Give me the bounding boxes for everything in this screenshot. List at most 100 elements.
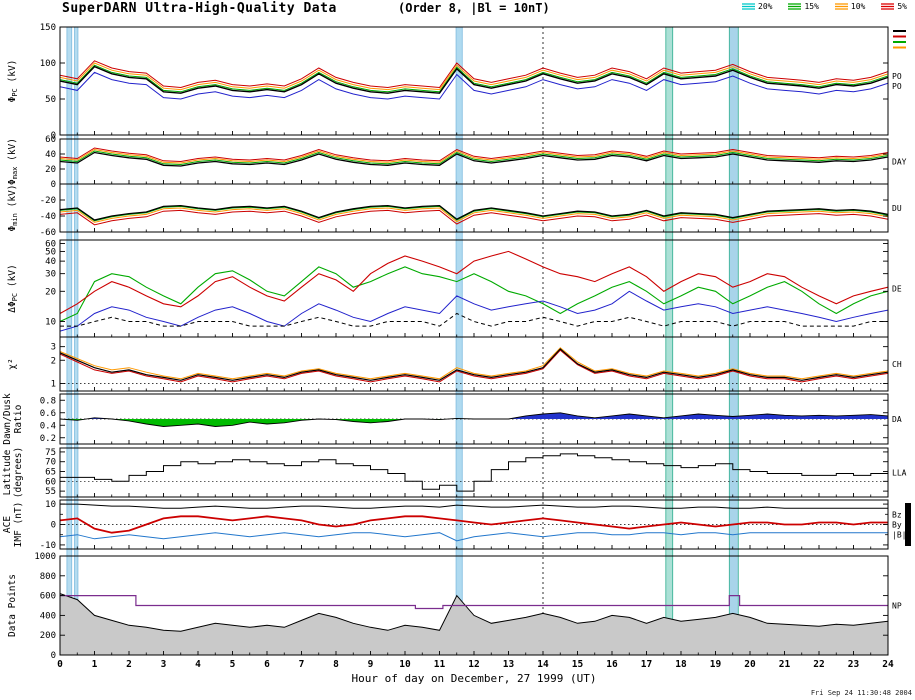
y-tick-label: -60 (40, 228, 56, 238)
y-tick-label: 60 (45, 239, 56, 249)
x-tick-label: 24 (882, 659, 894, 670)
generated-timestamp: Fri Sep 24 11:30:48 2004 (810, 689, 912, 697)
x-tick-label: 2 (126, 659, 132, 670)
panel-dawn-cell-potential: 0 20 40 60 Φmax (kV) DAY (7, 135, 907, 190)
panel-plot-region (60, 347, 888, 384)
x-tick-label: 16 (606, 659, 618, 670)
series-line-By (60, 532, 888, 542)
series-line-20% (60, 71, 888, 100)
x-tick-label: 7 (299, 659, 305, 670)
series-line-10% (60, 207, 888, 223)
y-tick-label: 600 (40, 592, 56, 602)
legend-item-label: 15% (804, 2, 819, 11)
event-band (74, 27, 78, 655)
x-tick-label: 8 (333, 659, 339, 670)
panel-data-points: 0 200 400 600 800 1000 Data Points NP (7, 552, 902, 661)
series-line-best (60, 312, 888, 327)
series-line-5% (60, 60, 888, 89)
x-tick-label: 23 (848, 659, 860, 670)
y-tick-label: 50 (45, 247, 56, 257)
series-line-best (60, 204, 888, 221)
y-axis-label: Φmin (kV) (7, 185, 19, 232)
fill-above-baseline (60, 412, 888, 419)
legend-dash-icon (834, 3, 848, 10)
fill-below-baseline (60, 419, 888, 427)
y-axis-label: (degrees) (13, 447, 24, 498)
event-band (665, 27, 673, 655)
y-tick-label: -20 (40, 196, 56, 206)
y-tick-label: 2 (51, 356, 56, 366)
right-margin-label: DE (892, 285, 902, 294)
y-tick-label: 0 (51, 180, 56, 190)
x-tick-label: 15 (572, 659, 584, 670)
y-tick-label: 60 (45, 135, 56, 145)
series-line-best (60, 151, 888, 167)
right-margin-label: By (892, 521, 902, 530)
right-margin-label: PO (892, 82, 902, 91)
series-line-|B| (60, 503, 888, 509)
series-line-20% (60, 290, 888, 332)
y-tick-label: 1 (51, 380, 56, 390)
series-line-5% (60, 250, 888, 314)
x-tick-label: 13 (503, 659, 515, 670)
y-tick-label: -10 (40, 541, 56, 551)
x-tick-label: 20 (744, 659, 756, 670)
y-tick-label: 20 (45, 287, 56, 297)
right-margin-label: DAY (892, 158, 907, 167)
x-tick-label: 18 (675, 659, 687, 670)
y-tick-label: 1000 (34, 552, 56, 562)
series-line-best (60, 348, 888, 381)
legend-item: 10% (834, 2, 866, 11)
y-axis-label: Dawn/Dusk (2, 393, 13, 445)
y-tick-label: 0 (51, 131, 56, 141)
y-axis-label: IMF (nT) (13, 502, 24, 548)
right-margin-label: CH (892, 360, 902, 369)
panel-plot-region (60, 412, 888, 427)
legend-dash-icon (881, 3, 895, 10)
x-tick-label: 22 (813, 659, 824, 670)
event-band (729, 27, 739, 655)
y-tick-label: 50 (45, 95, 56, 105)
panel-plot-region (60, 250, 888, 332)
x-tick-label: 19 (710, 659, 722, 670)
y-tick-label: 20 (45, 165, 56, 175)
series-line-5% (60, 349, 888, 383)
panel-dawn-dusk-ratio: 0.2 0.4 0.6 0.8 Dawn/Dusk Ratio DA (2, 393, 902, 445)
y-tick-label: 0.6 (40, 409, 56, 419)
series-line-15% (60, 64, 888, 93)
right-margin-label: PO (892, 72, 902, 81)
legend-item-label: 10% (850, 2, 866, 11)
panel-frame (59, 138, 889, 185)
y-tick-label: 0.4 (40, 421, 56, 431)
panel-plot-region (60, 60, 888, 100)
panel-dusk-cell-potential: -60 -40 -20 Φmin (kV) DU (7, 183, 902, 238)
y-tick-label: 0.8 (40, 396, 56, 406)
series-line-15% (60, 205, 888, 222)
y-tick-label: 65 (45, 468, 56, 478)
y-tick-label: 30 (45, 270, 56, 280)
legend-dash-icon (742, 3, 755, 10)
y-axis-label: Ratio (13, 404, 24, 433)
x-tick-label: 6 (264, 659, 270, 670)
x-tick-label: 14 (537, 659, 549, 670)
y-tick-label: 400 (40, 611, 56, 621)
y-tick-label: 0 (51, 651, 56, 661)
y-tick-label: 0.2 (40, 434, 56, 444)
x-tick-label: 5 (230, 659, 236, 670)
y-tick-label: 800 (40, 572, 56, 582)
y-tick-label: 200 (40, 631, 56, 641)
series-step-latitude (60, 453, 888, 492)
threshold-legend: 20% 15% 10% 5% (742, 2, 907, 11)
legend-item: 15% (788, 2, 819, 11)
x-tick-label: 10 (399, 659, 411, 670)
y-tick-label: 100 (40, 59, 56, 69)
panel-chi-squared: 1 2 3 χ² CH (7, 336, 902, 392)
y-tick-label: 60 (45, 477, 56, 487)
series-area-n-points (60, 593, 888, 655)
series-line-10% (60, 148, 888, 164)
y-tick-label: 40 (45, 150, 56, 160)
